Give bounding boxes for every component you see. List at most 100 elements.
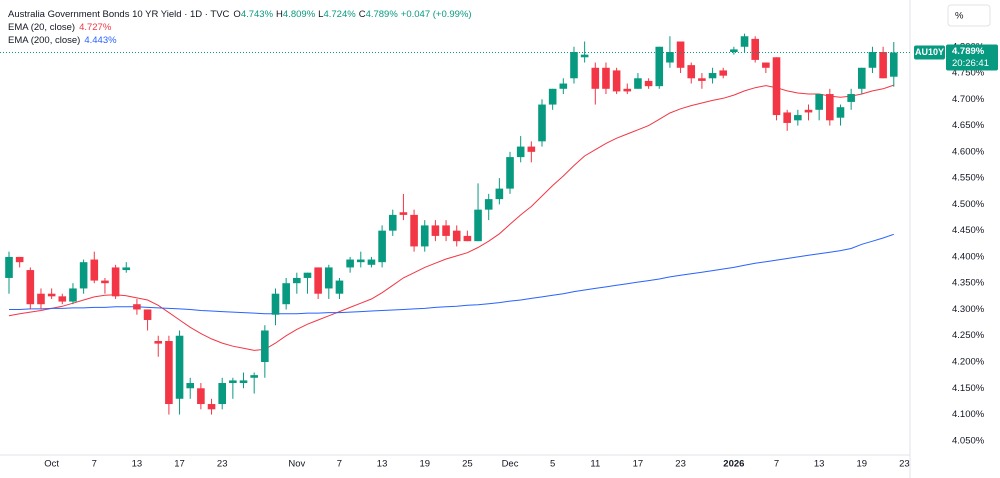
candle-body: [826, 94, 834, 121]
candle-body: [58, 296, 67, 302]
x-tick-label: 13: [132, 459, 143, 470]
symbol-label: AU10Y: [915, 47, 944, 57]
candle-body: [762, 62, 770, 68]
x-tick-label: 19: [419, 459, 430, 470]
candle-body: [335, 280, 344, 294]
candle-body: [858, 67, 866, 89]
ohlc-value: 4.724%: [323, 9, 356, 20]
scale-button[interactable]: [947, 4, 991, 27]
candle-body: [815, 94, 823, 110]
candle-body: [474, 209, 482, 242]
countdown: 20:26:41: [952, 58, 989, 69]
candle-body: [101, 280, 109, 284]
legend-entry: EMA (200, close) 4.443%: [8, 35, 117, 46]
chart-header: Australia Government Bonds 10 YR Yield ·…: [8, 9, 472, 20]
candle-body: [772, 57, 781, 116]
candle-body: [559, 83, 568, 89]
candle-body: [570, 52, 578, 79]
candle-body: [452, 230, 461, 242]
candle-body: [740, 36, 749, 47]
x-tick-label: 19: [857, 459, 868, 470]
y-tick-label: 4.050%: [952, 435, 985, 446]
y-tick-label: 4.450%: [952, 225, 985, 236]
x-tick-label: 23: [899, 459, 910, 470]
candle-body: [122, 267, 131, 271]
ema-line: [8, 84, 894, 351]
candle-body: [666, 52, 674, 63]
candle-body: [5, 256, 13, 278]
x-tick-label: 7: [337, 459, 342, 470]
candle-body: [69, 288, 77, 302]
candle-body: [623, 88, 632, 92]
candle-body: [804, 109, 813, 113]
y-tick-label: 4.100%: [952, 409, 985, 420]
candle-body: [90, 259, 99, 281]
candle-body: [644, 80, 653, 87]
scale-button-label[interactable]: %: [955, 11, 964, 22]
candle-body: [282, 283, 290, 305]
x-tick-label: 5: [550, 459, 555, 470]
candle-body: [325, 267, 333, 289]
candle-body: [730, 49, 738, 53]
candle-body: [207, 404, 216, 410]
candle-body: [410, 214, 418, 247]
x-tick-label: 23: [217, 459, 228, 470]
candle-body: [602, 67, 610, 89]
candle-body: [719, 70, 728, 76]
candle-body: [154, 340, 163, 344]
y-tick-label: 4.500%: [952, 199, 985, 210]
candle-body: [197, 388, 205, 405]
candle-body: [186, 383, 195, 389]
candle-body: [293, 277, 301, 284]
y-tick-label: 4.700%: [952, 94, 985, 105]
candle-body: [538, 104, 546, 142]
candle-body: [527, 146, 536, 152]
x-tick-label: Oct: [44, 459, 59, 470]
x-tick-label: Dec: [502, 459, 519, 470]
candle-body: [175, 335, 184, 399]
ema-line: [9, 233, 894, 315]
ohlc-key: L: [318, 9, 323, 20]
candle-body: [516, 146, 525, 158]
candle-body: [26, 270, 35, 305]
plot-area: [0, 33, 910, 415]
candle-body: [612, 70, 621, 92]
y-tick-label: 4.350%: [952, 278, 985, 289]
legend-entry: EMA (20, close) 4.727%: [8, 22, 112, 33]
x-tick-label: 25: [462, 459, 473, 470]
candle-body: [15, 256, 24, 263]
legend-value: 4.443%: [84, 35, 117, 46]
candle-body: [634, 78, 642, 89]
y-tick-label: 4.750%: [952, 68, 985, 79]
candle-body: [143, 309, 152, 320]
candle-body: [708, 73, 717, 79]
symbol-badge: [914, 45, 945, 60]
candle-body: [484, 199, 493, 210]
candle-body: [580, 54, 589, 58]
y-tick-label: 4.200%: [952, 357, 985, 368]
candle-body: [79, 262, 88, 289]
candle-body: [836, 107, 845, 118]
chart-title: Australia Government Bonds 10 YR Yield ·…: [8, 9, 230, 20]
x-tick-label: 11: [590, 459, 600, 470]
price-badge: [946, 44, 998, 71]
candle-body: [676, 41, 685, 68]
candle-body: [783, 112, 791, 123]
candle-body: [133, 304, 141, 310]
y-tick-label: 4.150%: [952, 383, 985, 394]
candle-body: [506, 157, 514, 189]
candle-body: [442, 225, 450, 236]
candle-body: [239, 380, 248, 384]
x-tick-label: 7: [92, 459, 97, 470]
candle-body: [698, 78, 706, 81]
candle-body: [687, 65, 696, 79]
y-tick-label: 4.550%: [952, 173, 985, 184]
candle-body: [250, 375, 258, 378]
candle-body: [37, 293, 45, 305]
x-tick-label: 7: [774, 459, 779, 470]
candle-body: [463, 235, 472, 242]
y-tick-label: 4.600%: [952, 146, 985, 157]
candle-body: [229, 380, 237, 384]
candle-body: [356, 259, 365, 263]
